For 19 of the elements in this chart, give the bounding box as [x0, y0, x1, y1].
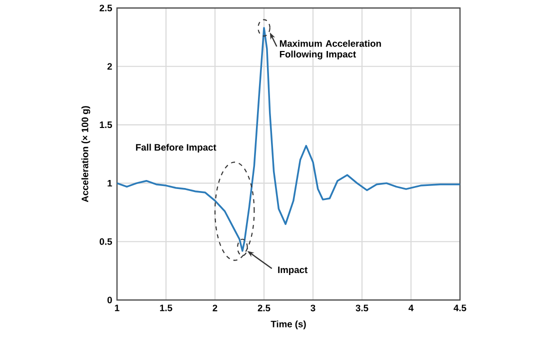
x-axis-title: Time (s) — [270, 320, 306, 330]
y-tick-label: 1.5 — [100, 122, 112, 128]
annotation: Fall Before Impact — [136, 144, 216, 153]
annotation: Maximum Acceleration Following Impact — [280, 40, 381, 60]
x-tick-label: 1.5 — [160, 304, 172, 312]
x-tick-label: 3.5 — [356, 304, 368, 312]
y-tick-label: 0.5 — [100, 238, 112, 245]
y-tick-label: 0 — [107, 296, 112, 304]
y-tick-label: 2 — [107, 63, 112, 70]
x-tick-label: 3 — [310, 304, 316, 312]
y-tick-label: 1 — [108, 180, 112, 186]
x-tick-label: 1 — [114, 304, 120, 312]
x-tick-label: 2 — [212, 304, 218, 312]
y-tick-label: 2.5 — [100, 4, 112, 12]
y-axis-title: Acceleration (× 100 g) — [81, 106, 90, 202]
annotation: Impact — [278, 266, 308, 275]
x-tick-label: 2.5 — [258, 304, 270, 312]
x-tick-label: 4.5 — [454, 304, 466, 312]
x-tick-label: 4 — [408, 304, 414, 312]
